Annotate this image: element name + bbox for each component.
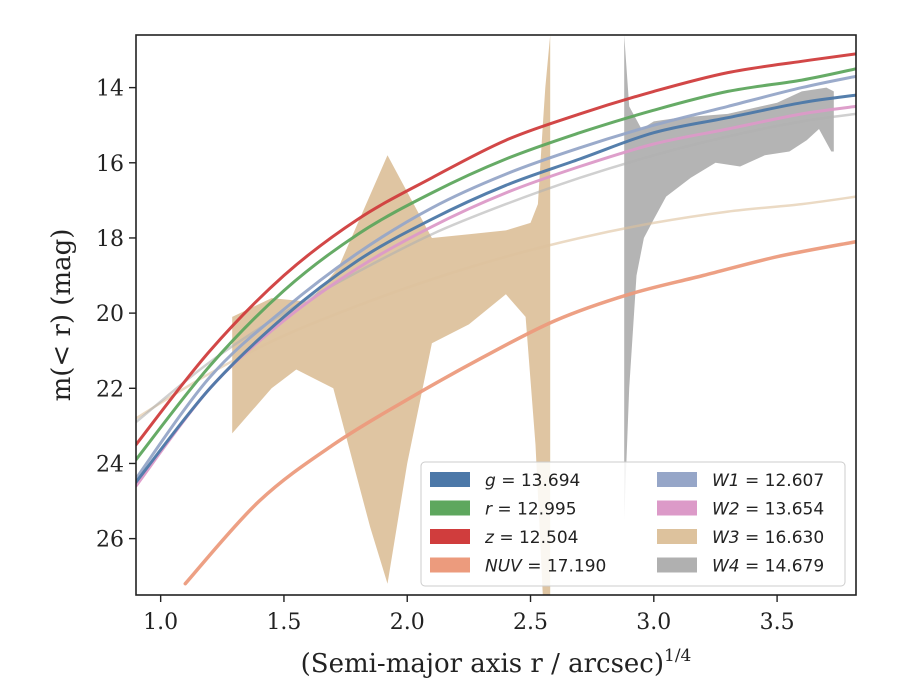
- legend-label-w3: W3 = 16.630: [712, 528, 824, 548]
- legend-label-g: g = 13.694: [485, 471, 580, 491]
- legend-label-w4: W4 = 14.679: [712, 557, 824, 577]
- y-tick-label: 26: [96, 528, 124, 553]
- series-lines: [136, 52, 856, 586]
- legend-swatch-w3: [657, 529, 697, 544]
- legend-swatch-w2: [657, 500, 697, 516]
- x-tick-label: 1.5: [266, 610, 301, 635]
- legend-swatch-g: [430, 472, 470, 487]
- y-axis-label: m(< r) (mag): [47, 229, 77, 402]
- x-tick-label: 1.0: [143, 610, 178, 635]
- plot-frame: [135, 34, 857, 596]
- line-w1: [136, 74, 856, 480]
- y-axis: 14 16 18 20 22 24 26: [96, 77, 136, 553]
- x-tick-label: 3.0: [636, 610, 671, 635]
- line-r: [136, 67, 856, 462]
- band-w4: [624, 35, 834, 520]
- y-tick-label: 20: [96, 302, 124, 327]
- legend-swatch-w1: [657, 472, 697, 487]
- legend-box: [420, 461, 846, 587]
- legend-label-z: z = 12.504: [484, 528, 578, 548]
- legend-swatch-w4: [657, 557, 697, 573]
- line-nuv: [183, 239, 856, 586]
- y-tick-label: 16: [96, 152, 124, 177]
- y-tick-label: 18: [96, 227, 124, 252]
- line-g: [136, 93, 856, 484]
- legend-swatch-z: [430, 529, 470, 544]
- uncertainty-bands: [232, 35, 834, 595]
- legend-label-w1: W1 = 12.607: [712, 471, 824, 491]
- line-w3: [136, 195, 856, 420]
- y-tick-label: 14: [96, 77, 124, 102]
- legend-swatch-nuv: [430, 557, 470, 573]
- legend-label-nuv: NUV = 17.190: [485, 557, 606, 577]
- legend: g = 13.694 W1 = 12.607 r = 12.995 W2 = 13.6…: [420, 461, 846, 587]
- x-tick-label: 2.0: [390, 610, 425, 635]
- legend-label-r: r = 12.995: [485, 500, 577, 520]
- legend-label-w2: W2 = 13.654: [712, 500, 824, 520]
- x-tick-label: 2.5: [513, 610, 548, 635]
- line-w4: [136, 112, 856, 424]
- x-tick-label: 3.5: [760, 610, 795, 635]
- x-axis: 1.0 1.5 2.0 2.5 3.0 3.5: [143, 595, 795, 635]
- x-axis-label: (Semi-major axis r / arcsec)1/4: [301, 646, 692, 679]
- line-z: [136, 52, 856, 447]
- band-w3: [232, 35, 551, 595]
- y-tick-label: 22: [96, 377, 124, 402]
- legend-swatch-r: [430, 500, 470, 516]
- y-tick-label: 24: [96, 452, 124, 477]
